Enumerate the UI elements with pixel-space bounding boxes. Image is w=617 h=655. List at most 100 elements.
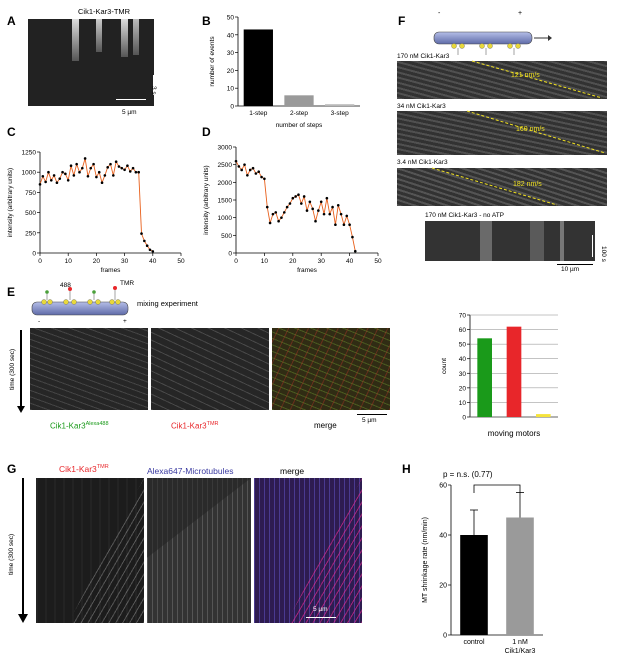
- D-data-point: [339, 212, 343, 216]
- panel-e-red-kymograph: [151, 328, 269, 410]
- panel-e-green-kymograph: [30, 328, 148, 410]
- C-data-point: [47, 170, 50, 174]
- D-ytick-label: 2000: [218, 180, 233, 187]
- H-category-label: 1 nM: [512, 639, 528, 646]
- E-ytick-label: 0: [462, 415, 466, 422]
- D-data-point: [243, 163, 246, 166]
- H-ytick-label: 40: [439, 533, 447, 540]
- D-data-point: [274, 211, 278, 214]
- arrow-down-icon: [17, 406, 25, 413]
- H-y-axis-label: MT shrinkage rate (nm/min): [422, 517, 429, 603]
- C-data-point: [41, 174, 45, 178]
- C-ytick-label: 1250: [22, 150, 37, 157]
- panel-f-row1-label: 170 nM Cik1-Kar3: [397, 53, 450, 60]
- C-data-point: [123, 168, 126, 172]
- B-ytick-label: 50: [227, 15, 235, 22]
- D-data-point: [342, 223, 346, 227]
- D-ytick-label: 2500: [218, 162, 233, 169]
- C-data-point: [120, 166, 124, 170]
- panel-a-title: Cik1-Kar3-TMR: [78, 7, 131, 16]
- C-data-point: [131, 166, 135, 170]
- B-ytick-label: 20: [227, 68, 235, 75]
- E-bar: [477, 338, 492, 417]
- B-y-axis-label: number of events: [209, 36, 216, 87]
- panel-label-c: C: [7, 125, 16, 139]
- B-bar: [243, 29, 273, 106]
- panel-f-row1-kymograph: [397, 61, 607, 99]
- D-data-point: [251, 166, 255, 170]
- C-data-point: [55, 181, 59, 185]
- panel-f-row1-fit: [471, 60, 603, 99]
- C-data-point: [89, 166, 93, 170]
- panel-f-space-scale: 10 µm: [561, 266, 580, 273]
- panel-a-time-scalebar: [153, 75, 154, 95]
- h-significance-bracket: [473, 484, 521, 493]
- panel-g-red-kymograph: [36, 478, 144, 623]
- panel-e-merge-kymograph: [272, 328, 390, 410]
- panel-e-label-488: 488: [60, 282, 71, 289]
- C-data-point: [69, 164, 73, 168]
- D-data-point: [308, 200, 312, 204]
- D-data-point: [305, 209, 309, 212]
- panel-f-row2-fit: [466, 110, 606, 154]
- C-data-point: [86, 174, 90, 178]
- C-data-point: [128, 170, 132, 173]
- C-data-point: [83, 157, 87, 160]
- panel-e-label-tmr: TMR: [120, 280, 135, 287]
- D-data-point: [240, 168, 243, 172]
- E-ytick-label: 40: [459, 356, 467, 363]
- panel-e-scale: 5 µm: [362, 417, 377, 424]
- C-x-axis-label: frames: [101, 267, 122, 274]
- D-data-point: [294, 195, 297, 198]
- D-xtick-label: 0: [234, 258, 238, 265]
- D-data-point: [314, 219, 317, 223]
- C-data-point: [114, 160, 118, 163]
- C-ytick-label: 0: [32, 251, 36, 258]
- C-data-point: [64, 172, 67, 176]
- C-data-point: [66, 178, 70, 182]
- C-data-point: [52, 174, 56, 177]
- B-x-axis-label: number of steps: [276, 122, 323, 129]
- D-data-point: [317, 209, 320, 212]
- panel-e-plus: +: [123, 318, 127, 325]
- panel-f-minus: -: [438, 10, 441, 17]
- E-bar: [506, 326, 522, 417]
- E-ytick-label: 10: [459, 400, 467, 407]
- B-category-label: 2-step: [290, 110, 308, 117]
- H-ytick-label: 60: [439, 483, 447, 490]
- E-x-axis-label: moving motors: [488, 429, 540, 438]
- arrow-down-icon: [18, 614, 28, 623]
- C-data-point: [143, 239, 146, 243]
- C-ytick-label: 250: [25, 230, 36, 237]
- H-category-label: Cik1/Kar3: [505, 648, 536, 655]
- C-data-point: [126, 164, 129, 168]
- C-data-point: [61, 170, 64, 174]
- D-y-axis-label: intensity (arbitrary units): [203, 165, 210, 234]
- panel-label-a: A: [7, 14, 16, 28]
- C-xtick-label: 20: [93, 258, 101, 265]
- panel-f-microtubule-diagram: [433, 31, 552, 55]
- C-data-point: [137, 170, 140, 174]
- C-xtick-label: 50: [177, 258, 185, 265]
- C-data-point: [112, 174, 115, 177]
- C-data-point: [92, 162, 95, 166]
- D-data-point: [297, 193, 300, 196]
- C-data-point: [145, 244, 149, 248]
- D-data-point: [300, 202, 303, 205]
- H-ytick-label: 20: [439, 583, 447, 590]
- C-data-point: [81, 166, 84, 170]
- panel-f-row1-speed: 121 nm/s: [511, 72, 540, 79]
- D-data-point: [288, 202, 292, 205]
- C-data-point: [151, 250, 155, 253]
- D-data-point: [234, 159, 238, 163]
- panel-a-space-scalebar: [116, 99, 146, 100]
- C-ytick-label: 750: [25, 190, 36, 197]
- panel-f-row3-label: 3.4 nM Cik1-Kar3: [397, 159, 448, 166]
- B-ytick-label: 10: [227, 86, 235, 93]
- D-data-point: [325, 196, 329, 200]
- D-xtick-label: 50: [374, 258, 382, 265]
- H-bar: [506, 517, 534, 635]
- panel-f-row4-kymograph: [425, 221, 595, 261]
